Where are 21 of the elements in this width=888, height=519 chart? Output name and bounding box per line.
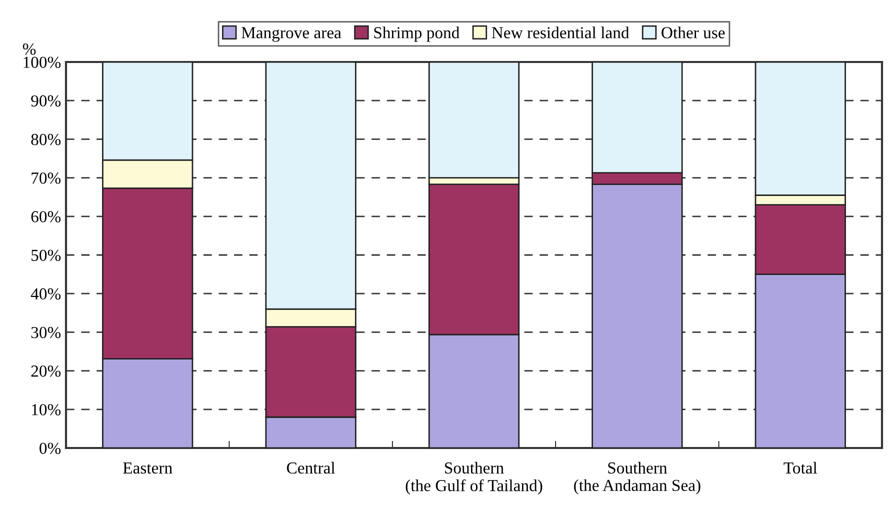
y-tick-label: 10%	[32, 404, 61, 416]
y-tick-label: 50%	[32, 250, 61, 261]
y-tick-label: 70%	[32, 172, 61, 184]
y-tick-label: 100%	[24, 56, 61, 68]
legend-label: Mangrove area	[242, 27, 342, 42]
legend-label: Shrimp pond	[374, 26, 460, 42]
x-tick-label: Central	[286, 462, 335, 474]
x-tick-label: Southern (the Gulf of Tailand)	[406, 462, 542, 495]
y-tick-label: 20%	[31, 366, 61, 377]
legend-label: Other use	[662, 26, 725, 38]
y-tick-label: 40%	[30, 288, 61, 300]
x-tick-label: Total	[784, 462, 818, 474]
y-tick-label: 80%	[31, 134, 61, 146]
y-tick-label: 0%	[40, 442, 61, 454]
x-tick-label: Eastern	[123, 462, 172, 474]
y-tick-label: 30%	[31, 326, 61, 338]
y-tick-label: 60%	[31, 211, 61, 222]
y-axis-title: %	[22, 44, 36, 55]
x-tick-label: Southern (the Andaman Sea)	[574, 462, 700, 494]
y-tick-label: 90%	[31, 95, 61, 107]
legend-label: New residential land	[492, 26, 630, 38]
